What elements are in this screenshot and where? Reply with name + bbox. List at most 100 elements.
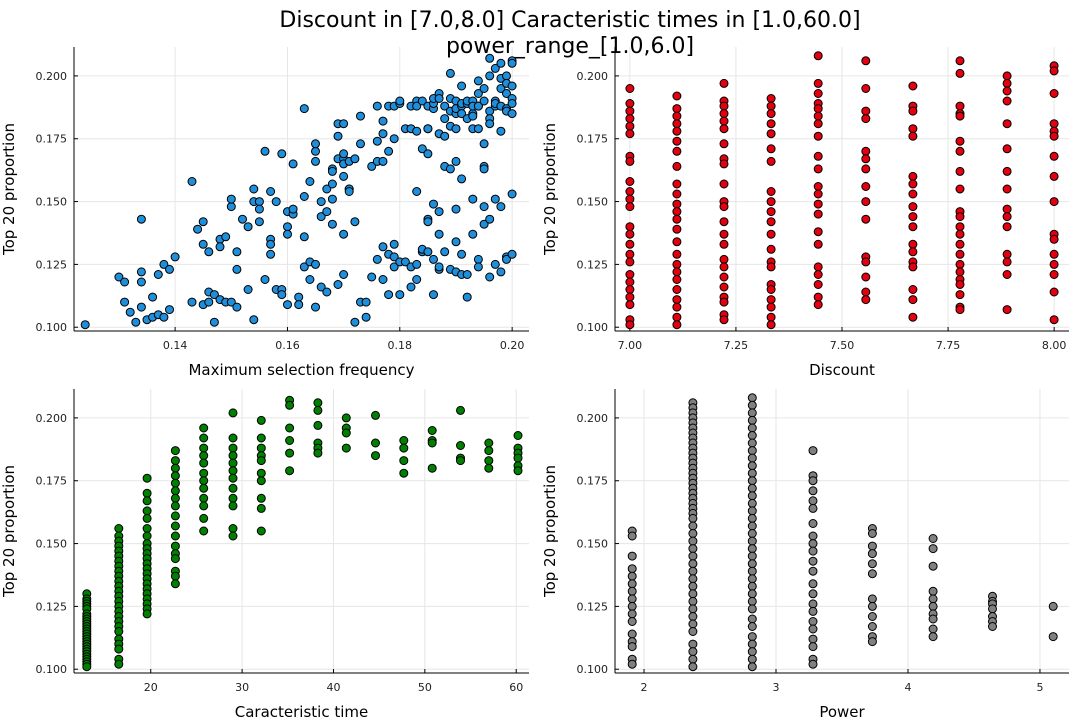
data-point bbox=[867, 569, 877, 579]
data-point bbox=[1049, 249, 1059, 259]
data-point bbox=[266, 239, 276, 249]
data-point bbox=[1002, 305, 1012, 315]
data-point bbox=[747, 529, 757, 538]
data-point bbox=[456, 456, 465, 466]
data-point bbox=[322, 207, 332, 217]
data-point bbox=[484, 446, 494, 456]
x-tick-label: 50 bbox=[418, 681, 432, 694]
data-point bbox=[1002, 86, 1012, 96]
data-point bbox=[136, 214, 146, 224]
data-point bbox=[170, 579, 180, 589]
data-point bbox=[808, 599, 818, 609]
data-point bbox=[688, 589, 698, 599]
data-point bbox=[440, 247, 450, 257]
data-point bbox=[299, 192, 309, 201]
data-point bbox=[294, 300, 304, 310]
data-point bbox=[322, 287, 332, 297]
x-tick-label: 2 bbox=[641, 681, 648, 694]
data-point bbox=[955, 184, 965, 194]
subplot-grid: 0.14 0.16 0.18 0.20 0.100 0.125 0.150 0.175 0.20… bbox=[0, 47, 1069, 720]
data-point bbox=[808, 556, 818, 566]
data-point bbox=[457, 81, 467, 91]
data-point bbox=[747, 521, 757, 531]
data-point bbox=[672, 119, 682, 129]
data-point bbox=[955, 222, 965, 232]
data-point bbox=[199, 458, 209, 468]
y-tick-label: 0.100 bbox=[36, 663, 68, 676]
data-point bbox=[813, 227, 823, 237]
data-point bbox=[427, 438, 437, 448]
data-point bbox=[808, 486, 818, 496]
data-point bbox=[507, 189, 517, 199]
figure-title-line1: Discount in [7.0,8.0] Caracteristic time… bbox=[279, 8, 860, 33]
data-point bbox=[228, 531, 238, 541]
data-point bbox=[333, 131, 343, 141]
data-point bbox=[672, 146, 682, 156]
data-point bbox=[479, 164, 489, 174]
data-point bbox=[457, 174, 467, 184]
data-point bbox=[199, 483, 209, 493]
y-tick-label: 0.175 bbox=[36, 133, 68, 146]
data-point bbox=[672, 312, 682, 322]
data-point bbox=[861, 84, 871, 93]
data-point bbox=[672, 179, 682, 189]
data-point bbox=[688, 612, 698, 621]
data-point bbox=[228, 524, 238, 533]
data-point bbox=[399, 436, 409, 445]
y-tick-label: 0.200 bbox=[577, 412, 609, 425]
data-point bbox=[285, 466, 295, 476]
data-point bbox=[507, 249, 517, 259]
data-point bbox=[473, 89, 483, 98]
data-point bbox=[226, 297, 236, 307]
data-point bbox=[808, 446, 818, 456]
data-point bbox=[462, 270, 472, 279]
data-point bbox=[256, 526, 266, 536]
data-point bbox=[473, 254, 483, 264]
data-point bbox=[114, 524, 124, 533]
data-point bbox=[719, 116, 729, 126]
data-point bbox=[159, 259, 169, 269]
data-point bbox=[228, 458, 238, 468]
data-point bbox=[165, 305, 174, 315]
x-axis-label: Power bbox=[819, 703, 865, 720]
x-tick-label: 5 bbox=[1036, 681, 1043, 694]
data-point bbox=[908, 202, 918, 212]
data-point bbox=[747, 461, 757, 471]
data-point bbox=[1002, 222, 1012, 232]
data-point bbox=[199, 501, 209, 511]
x-tick-label: 60 bbox=[509, 681, 523, 694]
data-point bbox=[928, 624, 938, 634]
data-point bbox=[429, 199, 438, 209]
data-point bbox=[484, 438, 494, 448]
data-point bbox=[766, 229, 776, 239]
data-point bbox=[808, 503, 818, 513]
data-point bbox=[204, 247, 214, 257]
data-point bbox=[813, 300, 823, 310]
data-point bbox=[747, 446, 757, 456]
data-point bbox=[496, 267, 506, 277]
data-point bbox=[908, 106, 918, 116]
data-point bbox=[299, 262, 309, 272]
data-point bbox=[1002, 212, 1012, 222]
data-point bbox=[766, 156, 776, 166]
data-point bbox=[928, 614, 938, 624]
data-point bbox=[747, 551, 757, 561]
data-point bbox=[473, 262, 483, 272]
data-point bbox=[625, 156, 635, 166]
data-point bbox=[288, 204, 298, 214]
data-point bbox=[266, 249, 276, 259]
data-point bbox=[1002, 166, 1012, 176]
data-point bbox=[766, 244, 776, 254]
y-tick-label: 0.125 bbox=[36, 600, 68, 613]
data-point bbox=[867, 559, 877, 569]
data-point bbox=[384, 146, 394, 156]
data-point bbox=[719, 262, 729, 272]
data-point bbox=[719, 109, 729, 119]
x-tick-label: 0.18 bbox=[388, 339, 413, 352]
data-point bbox=[502, 71, 511, 81]
data-point bbox=[316, 282, 326, 292]
data-point bbox=[142, 513, 152, 523]
data-point bbox=[955, 111, 965, 121]
data-point bbox=[688, 647, 698, 657]
y-tick-label: 0.125 bbox=[577, 258, 609, 271]
